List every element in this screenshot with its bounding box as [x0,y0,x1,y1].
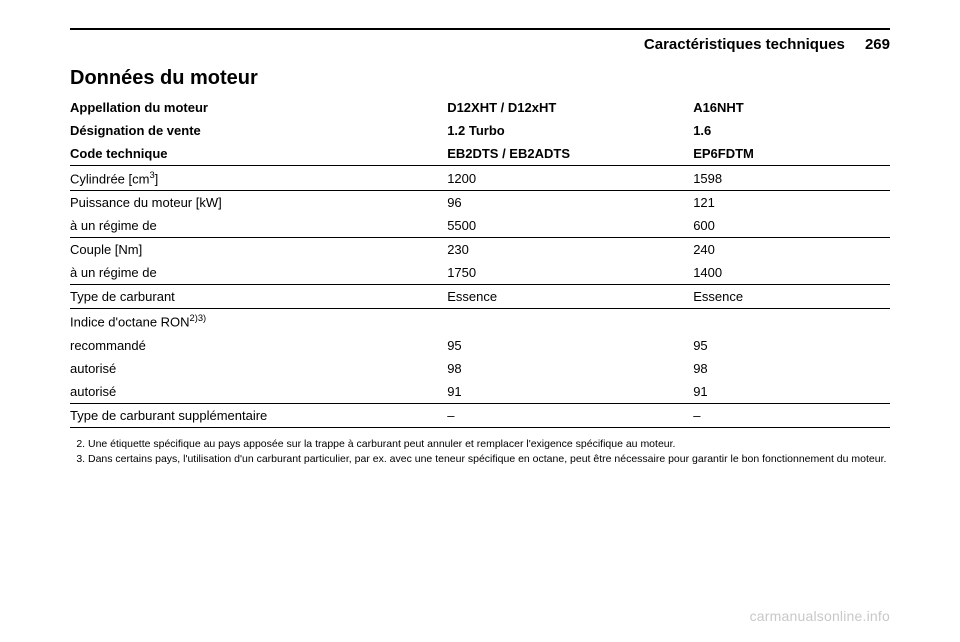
row-value-b: A16NHT [693,96,890,119]
row-value-b [693,309,890,334]
row-value-b: 98 [693,357,890,380]
row-label: Code technique [70,142,447,166]
row-label: Couple [Nm] [70,238,447,262]
row-value-a: – [447,403,693,427]
row-value-a [447,309,693,334]
row-label: Désignation de vente [70,119,447,142]
footnote-item: Dans certains pays, l'utilisation d'un c… [88,453,890,467]
row-value-b: 91 [693,380,890,404]
row-label: autorisé [70,380,447,404]
row-label: à un régime de [70,214,447,238]
row-label: recommandé [70,334,447,357]
row-value-b: – [693,403,890,427]
engine-data-table: Appellation du moteurD12XHT / D12xHTA16N… [70,96,890,428]
running-head: Caractéristiques techniques 269 [70,36,890,53]
row-value-a: 91 [447,380,693,404]
footnote-item: Une étiquette spécifique au pays apposée… [88,438,890,452]
row-label: à un régime de [70,261,447,285]
row-value-b: 1400 [693,261,890,285]
row-value-b: 1598 [693,166,890,191]
row-value-b: 121 [693,191,890,215]
row-value-b: 600 [693,214,890,238]
row-value-a: 95 [447,334,693,357]
row-label: Cylindrée [cm3] [70,166,447,191]
row-label: autorisé [70,357,447,380]
row-value-b: 240 [693,238,890,262]
footnotes: Une étiquette spécifique au pays apposée… [70,438,890,467]
row-value-b: 95 [693,334,890,357]
row-value-a: 5500 [447,214,693,238]
row-label: Indice d'octane RON2)3) [70,309,447,334]
row-value-a: 1750 [447,261,693,285]
row-value-b: 1.6 [693,119,890,142]
section-title: Caractéristiques techniques [644,36,845,53]
row-label: Appellation du moteur [70,96,447,119]
row-value-a: 96 [447,191,693,215]
row-label: Puissance du moteur [kW] [70,191,447,215]
row-value-a: D12XHT / D12xHT [447,96,693,119]
row-value-a: 1.2 Turbo [447,119,693,142]
row-label: Type de carburant [70,285,447,309]
row-value-a: 1200 [447,166,693,191]
page-number: 269 [865,36,890,53]
row-value-b: EP6FDTM [693,142,890,166]
row-value-a: Essence [447,285,693,309]
watermark: carmanualsonline.info [750,608,890,624]
row-value-a: 98 [447,357,693,380]
row-value-a: 230 [447,238,693,262]
row-value-a: EB2DTS / EB2ADTS [447,142,693,166]
row-label: Type de carburant supplémentaire [70,403,447,427]
row-value-b: Essence [693,285,890,309]
page-heading: Données du moteur [70,67,890,90]
